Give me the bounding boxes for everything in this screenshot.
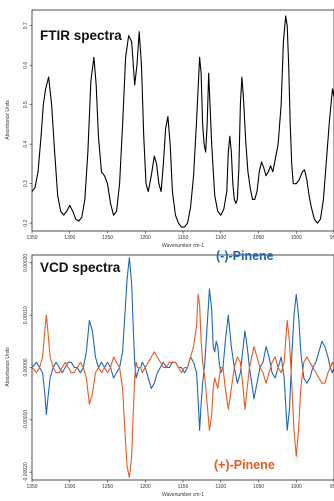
- x-tick-label: 1250: [102, 235, 113, 241]
- plot-frame: [31, 9, 334, 232]
- x-tick-label: 1150: [178, 484, 189, 490]
- chart-title: VCD spectra: [40, 260, 121, 275]
- x-tick-label: 950: [330, 235, 334, 241]
- x-axis-title: Wavenumber cm-1: [162, 492, 204, 498]
- x-tick-label: 1000: [291, 484, 302, 490]
- ftir-chart: 1350 1300 1250 1200 1150 1100 1050 1000 950 0.2 0.…: [5, 9, 334, 249]
- x-tick-label: 1000: [291, 235, 302, 241]
- series-line-pinene: [31, 293, 334, 478]
- legend-label-plus-pinene: (+)-Pinene: [214, 458, 275, 472]
- y-tick-label: -0.00020: [23, 462, 29, 482]
- y-tick-label: 0.00000: [23, 358, 29, 376]
- x-tick-label: 1150: [178, 235, 189, 241]
- legend-label-minus-pinene: (-)-Pinene: [216, 249, 274, 263]
- y-tick-label: 0.4: [23, 140, 29, 147]
- x-axis-title: Wavenumber cm-1: [162, 243, 204, 249]
- y-tick-label: 0.2: [23, 219, 29, 226]
- chart-title: FTIR spectra: [40, 28, 122, 43]
- y-tick-label: 0.5: [23, 101, 29, 108]
- vcd-chart: 1350 1300 1250 1200 1150 1100 1050 1000 950 0.000…: [5, 249, 334, 498]
- x-tick-label: 1050: [253, 484, 264, 490]
- x-tick-label: 1100: [215, 484, 226, 490]
- x-tick-label: 950: [330, 484, 334, 490]
- y-tick-label: 0.6: [23, 62, 29, 69]
- x-tick-label: 1200: [140, 235, 151, 241]
- vcd-panel: 1350 1300 1250 1200 1150 1100 1050 1000 950 0.000…: [0, 245, 334, 501]
- x-tick-label: 1250: [102, 484, 113, 490]
- y-axis-title: Absorbance Units: [5, 100, 11, 140]
- y-tick-label: 0.00010: [23, 306, 29, 324]
- x-tick-label: 1100: [215, 235, 226, 241]
- x-tick-label: 1350: [26, 484, 37, 490]
- x-tick-label: 1200: [140, 484, 151, 490]
- y-tick-label: 0.00020: [23, 254, 29, 272]
- x-tick-label: 1300: [64, 235, 75, 241]
- y-axis-title: Absorbance Units: [5, 347, 11, 387]
- x-tick-label: 1350: [26, 235, 37, 241]
- series-line-spectrum: [31, 15, 334, 228]
- x-tick-label: 1050: [253, 235, 264, 241]
- series-line-pinene: [31, 257, 334, 431]
- y-tick-label: -0.00010: [23, 410, 29, 430]
- x-tick-label: 1300: [64, 484, 75, 490]
- y-tick-label: 0.7: [23, 22, 29, 29]
- y-tick-label: 0.3: [23, 180, 29, 187]
- ftir-panel: 1350 1300 1250 1200 1150 1100 1050 1000 950 0.2 0.…: [0, 0, 334, 250]
